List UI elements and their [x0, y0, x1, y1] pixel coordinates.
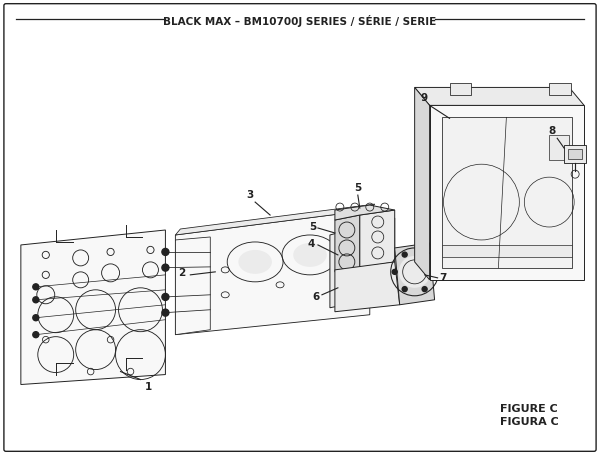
Polygon shape: [175, 237, 210, 335]
Text: 4: 4: [308, 239, 315, 249]
Circle shape: [343, 226, 351, 234]
Text: FIGURA C: FIGURA C: [500, 417, 559, 427]
Polygon shape: [415, 87, 584, 106]
Text: 1: 1: [145, 382, 152, 392]
Polygon shape: [175, 210, 370, 335]
Polygon shape: [415, 87, 430, 280]
Polygon shape: [395, 243, 434, 305]
Circle shape: [422, 252, 427, 257]
Polygon shape: [335, 205, 395, 220]
Circle shape: [162, 309, 169, 316]
Circle shape: [162, 293, 169, 300]
Circle shape: [33, 315, 39, 321]
Text: 5: 5: [309, 222, 316, 232]
Text: 6: 6: [313, 292, 320, 302]
Text: 8: 8: [548, 126, 555, 136]
Circle shape: [33, 284, 39, 290]
Polygon shape: [442, 117, 572, 268]
Circle shape: [402, 287, 407, 292]
Circle shape: [162, 264, 169, 271]
Circle shape: [432, 269, 437, 274]
Text: 9: 9: [421, 93, 428, 103]
Polygon shape: [360, 210, 395, 268]
Ellipse shape: [238, 250, 272, 274]
Text: 3: 3: [246, 190, 253, 200]
FancyBboxPatch shape: [549, 83, 571, 96]
Circle shape: [402, 252, 407, 257]
Ellipse shape: [341, 240, 368, 259]
Circle shape: [33, 297, 39, 303]
Text: FIGURE C: FIGURE C: [500, 404, 558, 415]
Polygon shape: [175, 204, 375, 235]
Polygon shape: [335, 262, 400, 312]
Circle shape: [392, 269, 397, 274]
Circle shape: [343, 258, 351, 266]
FancyBboxPatch shape: [449, 83, 472, 96]
Circle shape: [343, 244, 351, 252]
Circle shape: [33, 332, 39, 338]
Polygon shape: [330, 218, 395, 308]
Ellipse shape: [293, 243, 327, 267]
Text: 2: 2: [178, 268, 185, 278]
Bar: [549, 135, 569, 160]
Circle shape: [398, 256, 431, 288]
Polygon shape: [430, 106, 584, 280]
Circle shape: [422, 287, 427, 292]
Circle shape: [162, 248, 169, 255]
Bar: [442, 245, 572, 257]
Text: 7: 7: [440, 273, 447, 283]
Bar: [568, 149, 582, 159]
Text: BLACK MAX – BM10700J SERIES / SÉRIE / SERIE: BLACK MAX – BM10700J SERIES / SÉRIE / SE…: [163, 15, 437, 27]
Bar: [564, 145, 586, 163]
Text: 5: 5: [354, 183, 361, 193]
Polygon shape: [21, 230, 166, 384]
Polygon shape: [335, 215, 360, 272]
